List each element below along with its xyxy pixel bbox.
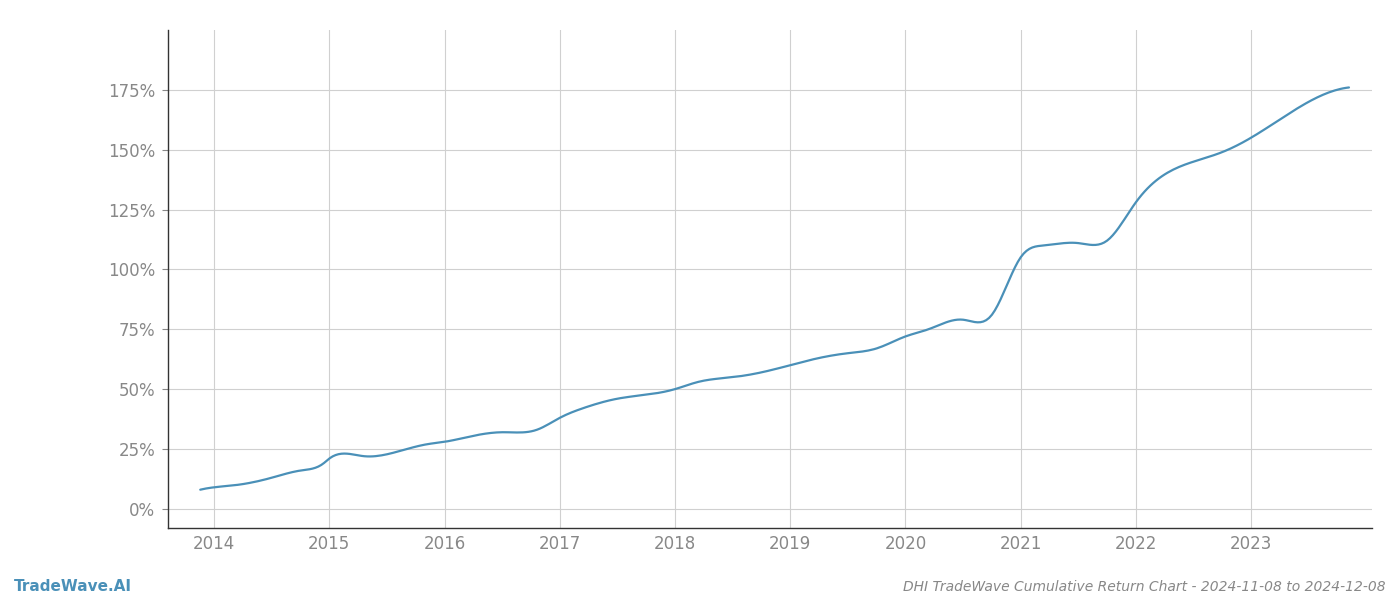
Text: TradeWave.AI: TradeWave.AI bbox=[14, 579, 132, 594]
Text: DHI TradeWave Cumulative Return Chart - 2024-11-08 to 2024-12-08: DHI TradeWave Cumulative Return Chart - … bbox=[903, 580, 1386, 594]
